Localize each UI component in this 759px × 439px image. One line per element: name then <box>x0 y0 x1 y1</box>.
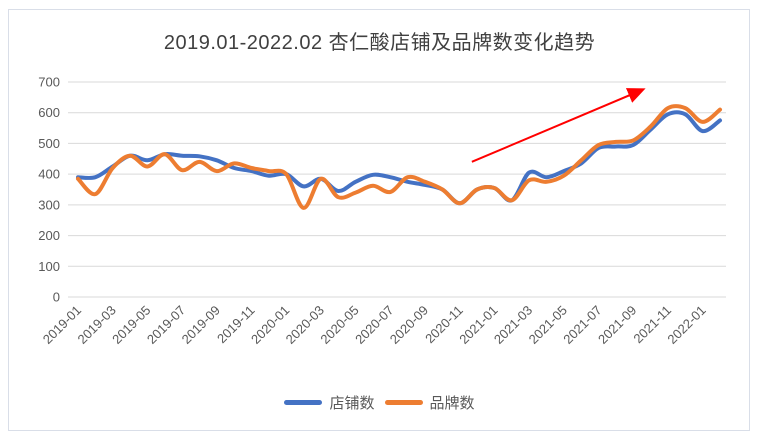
y-axis-tick-label: 700 <box>38 75 60 90</box>
series-line-brands <box>76 104 722 210</box>
y-axis-tick-label: 600 <box>38 105 60 120</box>
legend-label-brands: 品牌数 <box>429 395 475 412</box>
chart-legend: 店铺数 品牌数 <box>0 392 759 413</box>
x-axis-tick-label: 2021-09 <box>595 303 639 347</box>
x-axis-tick-label: 2019-09 <box>179 303 223 347</box>
chart-frame <box>8 9 750 431</box>
legend-item-brands: 品牌数 <box>384 392 475 413</box>
y-axis-tick-label: 100 <box>38 259 60 274</box>
chart-title: 2019.01-2022.02 杏仁酸店铺及品牌数变化趋势 <box>163 32 596 54</box>
y-axis-tick-label: 500 <box>38 136 60 151</box>
y-axis-tick-label: 400 <box>38 167 60 182</box>
trend-arrow <box>471 88 646 163</box>
legend-label-stores: 店铺数 <box>329 395 375 412</box>
x-axis-tick-label: 2020-09 <box>387 303 431 347</box>
brands-line-swatch <box>384 400 423 405</box>
series-line-stores <box>76 110 722 206</box>
y-axis-tick-label: 0 <box>53 290 60 305</box>
y-axis-tick-label: 300 <box>38 197 60 212</box>
x-axis-tick-label: 2022-01 <box>664 303 708 347</box>
y-axis-tick-label: 200 <box>38 228 60 243</box>
stores-line-swatch <box>284 400 323 405</box>
legend-item-stores: 店铺数 <box>284 392 375 413</box>
